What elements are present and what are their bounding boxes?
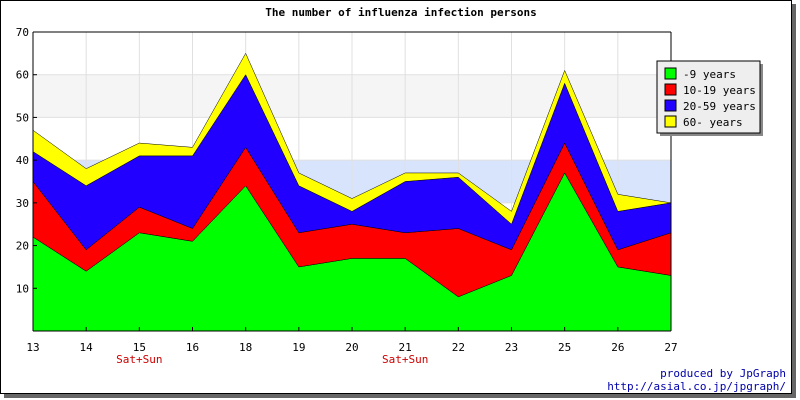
y-tick-label: 50 — [16, 111, 29, 124]
weekend-label: Sat+Sun — [382, 353, 428, 366]
x-tick-label: 19 — [292, 341, 305, 354]
x-tick-label: 16 — [186, 341, 199, 354]
influenza-stacked-area-chart: The number of influenza infection person… — [16, 6, 786, 393]
y-tick-label: 70 — [16, 26, 29, 39]
legend-swatch — [664, 67, 677, 80]
x-tick-label: 23 — [505, 341, 518, 354]
x-tick-label: 26 — [611, 341, 624, 354]
legend-label: 10-19 years — [683, 84, 756, 97]
x-tick-label: 14 — [80, 341, 94, 354]
legend-label: -9 years — [683, 68, 736, 81]
credit-produced-by: produced by JpGraph — [660, 367, 786, 380]
y-tick-label: 40 — [16, 154, 29, 167]
y-tick-label: 60 — [16, 69, 29, 82]
y-tick-label: 20 — [16, 240, 29, 253]
x-tick-label: 25 — [558, 341, 571, 354]
legend-label: 60- years — [683, 116, 743, 129]
x-tick-label: 13 — [26, 341, 39, 354]
legend-label: 20-59 years — [683, 100, 756, 113]
credit-url: http://asial.co.jp/jpgraph/ — [607, 380, 786, 393]
legend: -9 years 10-19 years 20-59 years 60- years — [656, 60, 763, 136]
legend-swatch — [664, 115, 677, 128]
y-tick-label: 30 — [16, 197, 29, 210]
x-tick-label: 20 — [345, 341, 358, 354]
legend-swatch — [664, 99, 677, 112]
x-tick-label: 15 — [133, 341, 146, 354]
weekend-label: Sat+Sun — [116, 353, 162, 366]
x-tick-label: 22 — [452, 341, 465, 354]
chart-frame: The number of influenza infection person… — [0, 0, 792, 394]
x-tick-label: 21 — [399, 341, 412, 354]
area-series-60-years — [32, 52, 672, 225]
axes: 10 20 30 40 50 60 70 13 14 15 16 18 19 20 21 22 23 25 26 27… — [16, 26, 678, 366]
y-tick-label: 10 — [16, 282, 29, 295]
legend-swatch — [664, 83, 677, 96]
chart-title: The number of influenza infection person… — [265, 6, 537, 19]
x-tick-label: 18 — [239, 341, 252, 354]
x-tick-label: 27 — [664, 341, 677, 354]
